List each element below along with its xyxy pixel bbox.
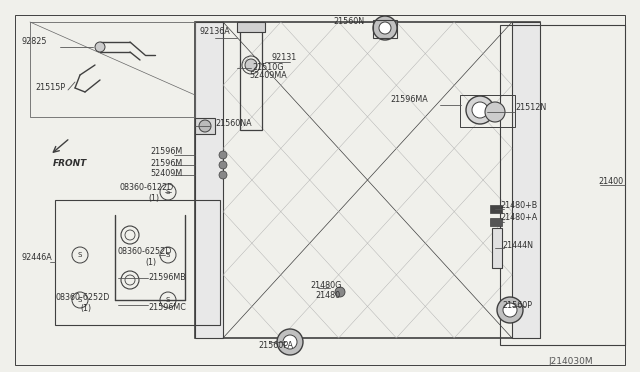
Text: 52409M: 52409M — [150, 170, 182, 179]
Text: 08360-6252D: 08360-6252D — [55, 294, 109, 302]
Text: 21480+A: 21480+A — [500, 214, 537, 222]
Text: 21512N: 21512N — [515, 103, 547, 112]
Circle shape — [95, 42, 105, 52]
Circle shape — [466, 96, 494, 124]
Text: 92446A: 92446A — [22, 253, 52, 263]
Text: 21480G: 21480G — [310, 280, 341, 289]
Text: (1): (1) — [80, 304, 91, 312]
Text: 21596M: 21596M — [150, 148, 182, 157]
Bar — [195, 22, 540, 338]
Text: 21444N: 21444N — [502, 241, 533, 250]
Bar — [373, 20, 397, 38]
Text: 92131: 92131 — [272, 54, 297, 62]
Circle shape — [219, 161, 227, 169]
Text: S: S — [78, 297, 82, 303]
Text: 21560NA: 21560NA — [215, 119, 252, 128]
Text: 21510G: 21510G — [252, 64, 284, 73]
Text: 21596MB: 21596MB — [148, 273, 186, 282]
Bar — [240, 30, 262, 130]
Text: 92136A: 92136A — [200, 28, 231, 36]
Bar — [512, 22, 540, 338]
Text: 08360-6252D: 08360-6252D — [118, 247, 172, 257]
Text: S: S — [166, 252, 170, 258]
Text: J214030M: J214030M — [548, 357, 593, 366]
Text: 21596MC: 21596MC — [148, 304, 186, 312]
Text: 21596MA: 21596MA — [390, 96, 428, 105]
Text: 21480: 21480 — [315, 291, 340, 299]
Text: FRONT: FRONT — [53, 158, 87, 167]
Circle shape — [373, 16, 397, 40]
Circle shape — [277, 329, 303, 355]
Circle shape — [199, 120, 211, 132]
Text: 21515P: 21515P — [35, 83, 65, 93]
Text: (1): (1) — [148, 193, 159, 202]
Bar — [195, 118, 215, 134]
Bar — [195, 22, 223, 338]
Circle shape — [219, 171, 227, 179]
Circle shape — [245, 59, 257, 71]
Bar — [500, 25, 625, 345]
Circle shape — [485, 102, 505, 122]
Text: 08360-6122D: 08360-6122D — [120, 183, 174, 192]
Text: S: S — [166, 297, 170, 303]
Bar — [460, 95, 515, 127]
Bar — [30, 22, 195, 117]
Bar — [492, 228, 502, 268]
Text: 92825: 92825 — [22, 38, 47, 46]
Circle shape — [219, 151, 227, 159]
Circle shape — [379, 22, 391, 34]
Bar — [55, 200, 220, 325]
Text: 52409MA: 52409MA — [249, 71, 287, 80]
Text: S: S — [78, 252, 82, 258]
Circle shape — [283, 335, 297, 349]
Text: 21560P: 21560P — [502, 301, 532, 310]
Bar — [237, 22, 265, 32]
Bar — [490, 218, 502, 226]
Text: 21480+B: 21480+B — [500, 201, 537, 209]
Text: 21560PA: 21560PA — [258, 340, 293, 350]
Circle shape — [497, 297, 523, 323]
Text: (1): (1) — [145, 257, 156, 266]
Text: 21400: 21400 — [598, 177, 623, 186]
Text: S: S — [166, 189, 170, 195]
Text: 21560N: 21560N — [333, 17, 364, 26]
Circle shape — [335, 287, 345, 297]
Text: 21596M: 21596M — [150, 158, 182, 167]
Bar — [490, 205, 502, 213]
Circle shape — [472, 102, 488, 118]
Circle shape — [503, 303, 517, 317]
